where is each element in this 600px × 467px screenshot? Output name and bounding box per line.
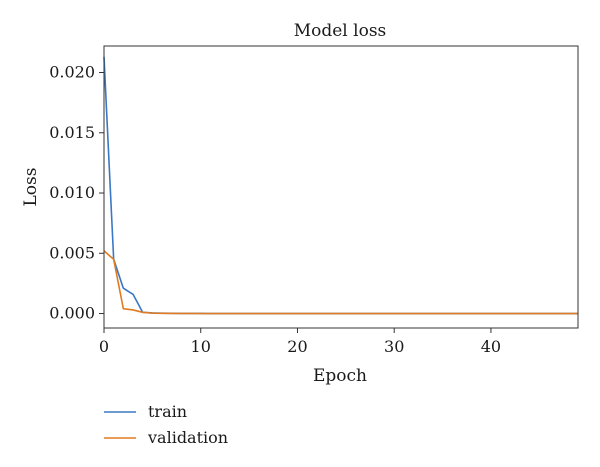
x-tick-label: 10 [191,337,211,356]
legend-label-train: train [148,402,187,421]
plot-area [103,56,578,315]
legend: train validation [104,402,228,447]
y-tick-label: 0.010 [49,183,95,202]
plot-frame [103,45,579,329]
x-axis-label: Epoch [313,366,367,386]
y-tick-label: 0.005 [49,243,95,262]
x-tick-label: 30 [384,337,404,356]
x-tick-label: 20 [287,337,307,356]
y-tick-label: 0.015 [49,123,95,142]
series-line-validation [103,250,578,315]
y-axis: 0.000 0.005 0.010 0.015 0.020 [49,63,104,323]
series-line-train [103,56,578,315]
chart-title: Model loss [294,21,387,41]
y-tick-label: 0.020 [49,63,95,82]
x-tick-label: 40 [481,337,501,356]
legend-label-validation: validation [147,428,228,447]
x-axis: 0 10 20 30 40 [99,328,501,356]
y-tick-label: 0.000 [49,304,95,323]
y-axis-label: Loss [21,168,41,207]
x-tick-label: 0 [99,337,109,356]
